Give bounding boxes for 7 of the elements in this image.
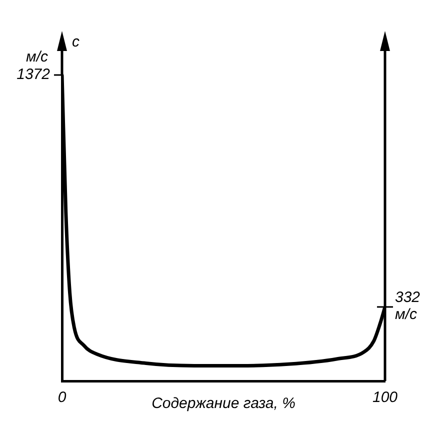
x-tick-label: 0 xyxy=(58,389,67,406)
annotation: 332 м/с xyxy=(395,289,421,324)
annotation: 1372 xyxy=(16,66,51,84)
text: c xyxy=(72,34,80,51)
y-axis-title: м/с xyxy=(26,48,48,66)
x-axis-title: Содержание газа, % xyxy=(152,395,296,412)
x-tick-label: 100 xyxy=(372,389,398,406)
